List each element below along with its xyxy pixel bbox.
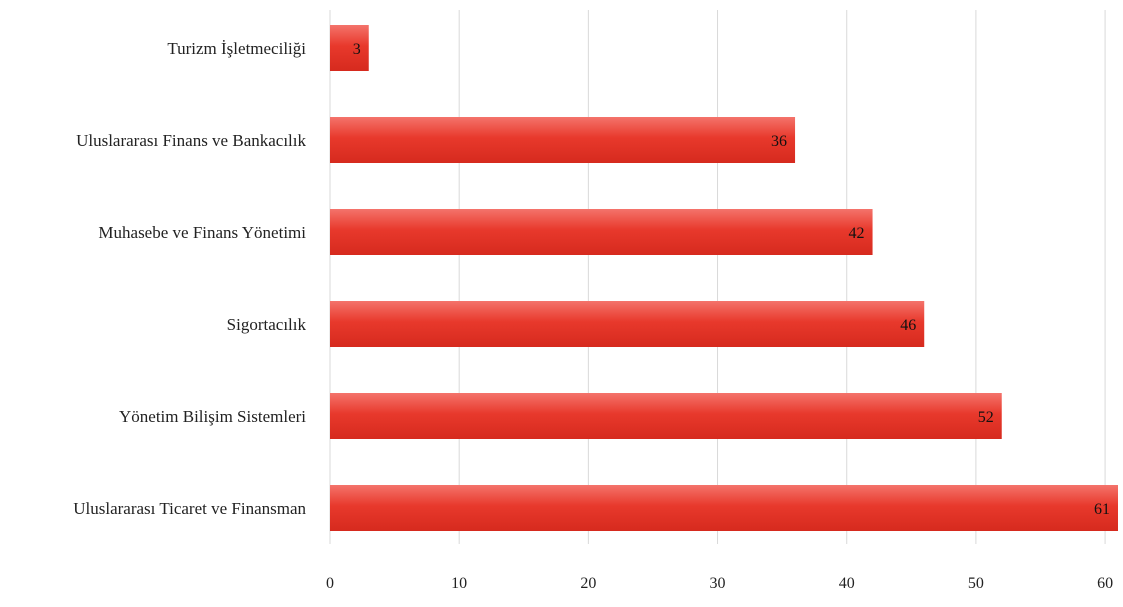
data-labels: 3 36 42 46 52 61 bbox=[353, 41, 1110, 518]
x-tick-label: 10 bbox=[451, 575, 467, 592]
category-label: Muhasebe ve Finans Yönetimi bbox=[98, 223, 306, 242]
x-axis-tick-labels: 0 10 20 30 40 50 60 bbox=[326, 575, 1113, 592]
gridlines bbox=[329, 10, 1106, 544]
data-label: 3 bbox=[353, 41, 361, 58]
category-label: Yönetim Bilişim Sistemleri bbox=[119, 407, 306, 426]
data-label: 52 bbox=[978, 409, 994, 426]
category-label: Turizm İşletmeciliği bbox=[167, 39, 306, 58]
data-label: 36 bbox=[771, 133, 787, 150]
data-label: 46 bbox=[900, 317, 916, 334]
x-tick-label: 20 bbox=[580, 575, 596, 592]
x-tick-label: 50 bbox=[968, 575, 984, 592]
bar bbox=[330, 209, 873, 255]
x-tick-label: 30 bbox=[710, 575, 726, 592]
bar bbox=[330, 485, 1118, 531]
category-label: Uluslararası Finans ve Bankacılık bbox=[76, 131, 306, 150]
bar bbox=[330, 25, 369, 71]
bar bbox=[330, 301, 925, 347]
x-tick-label: 40 bbox=[839, 575, 855, 592]
data-label: 61 bbox=[1094, 501, 1110, 518]
category-labels: Turizm İşletmeciliği Uluslararası Finans … bbox=[73, 39, 306, 518]
category-label: Uluslararası Ticaret ve Finansman bbox=[73, 499, 306, 518]
category-label: Sigortacılık bbox=[227, 315, 307, 334]
x-tick-label: 0 bbox=[326, 575, 334, 592]
bars bbox=[330, 25, 1118, 531]
x-tick-label: 60 bbox=[1097, 575, 1113, 592]
bar bbox=[330, 117, 796, 163]
bar bbox=[330, 393, 1002, 439]
data-label: 42 bbox=[849, 225, 865, 242]
